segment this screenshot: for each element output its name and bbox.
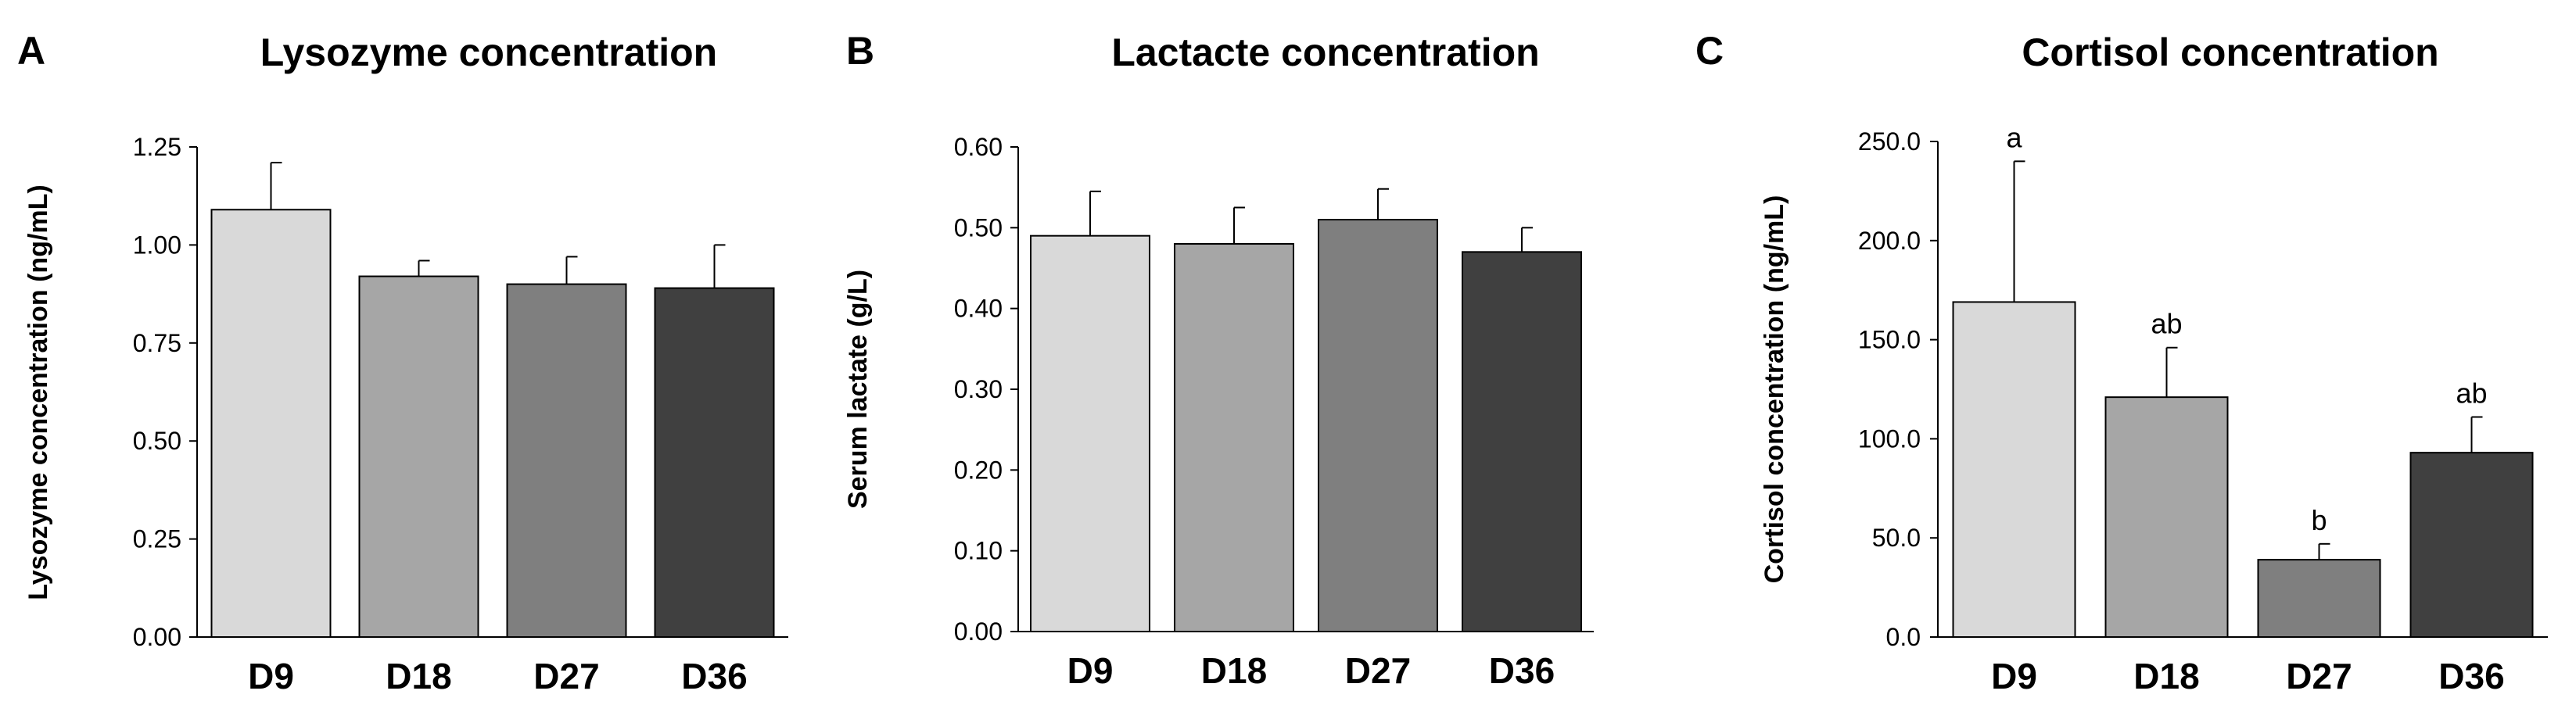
y-tick-label: 0.25 [133,525,181,553]
y-tick-label: 1.25 [133,133,181,161]
y-axis-label: Cortisol concentration (ng/mL) [1760,195,1789,584]
x-tick-label: D27 [1345,650,1411,691]
bar [1462,251,1582,632]
bar [358,275,479,638]
bar [654,287,775,638]
bar [2257,559,2381,639]
x-tick-label: D9 [248,656,294,696]
x-tick-label: D27 [533,656,599,696]
y-tick-label: 0.75 [133,329,181,357]
y-tick-label: 100.0 [1858,424,1921,453]
y-tick-label: 0.40 [954,295,1003,323]
x-tick-label: D36 [2438,656,2504,696]
bar [210,209,332,639]
y-tick-label: 0.00 [133,623,181,651]
y-axis-label: Serum lactate (g/L) [843,270,873,509]
bar [1030,234,1150,632]
panel-letter: C [1695,29,1724,73]
panel-letter: A [17,29,45,73]
x-tick-label: D18 [386,656,451,696]
significance-label: a [2006,121,2022,153]
x-tick-label: D36 [1489,650,1555,691]
y-tick-label: 0.50 [954,213,1003,242]
y-tick-label: 200.0 [1858,227,1921,255]
chart-title: Lysozyme concentration [260,30,717,74]
y-axis-label: Lysozyme concentration (ng/mL) [23,184,53,600]
chart-panel-b: B Lactacte concentration Serum lactate (g/… [843,29,1594,691]
y-tick-label: 0.0 [1886,623,1921,651]
x-tick-label: D18 [1201,650,1267,691]
significance-label: ab [2456,378,2487,410]
bar [1174,243,1294,632]
x-tick-label: D27 [2286,656,2352,696]
chart-title: Lactacte concentration [1111,30,1539,74]
chart-title: Cortisol concentration [2022,30,2438,74]
bar [2409,452,2534,638]
x-tick-label: D9 [1067,650,1114,691]
y-tick-label: 1.00 [133,231,181,259]
bar [2104,396,2229,638]
chart-panel-c: C Cortisol concentration Cortisol concentr… [1695,29,2548,696]
chart-panel-a: A Lysozyme concentration Lysozyme concentr… [17,29,788,696]
bar [1318,219,1438,632]
bar [1952,301,2076,638]
panel-letter: B [846,29,874,73]
y-tick-label: 0.20 [954,456,1003,484]
y-tick-label: 0.30 [954,375,1003,403]
significance-label: b [2311,504,2327,536]
significance-label: ab [2151,308,2182,340]
bar [506,283,627,638]
y-tick-label: 250.0 [1858,127,1921,156]
x-tick-label: D18 [2133,656,2199,696]
x-tick-label: D36 [681,656,747,696]
y-tick-label: 0.00 [954,617,1003,646]
y-tick-label: 150.0 [1858,326,1921,354]
y-tick-label: 0.60 [954,133,1003,161]
y-tick-label: 0.10 [954,537,1003,565]
x-tick-label: D9 [1991,656,2037,696]
y-tick-label: 50.0 [1872,524,1921,552]
y-tick-label: 0.50 [133,427,181,455]
